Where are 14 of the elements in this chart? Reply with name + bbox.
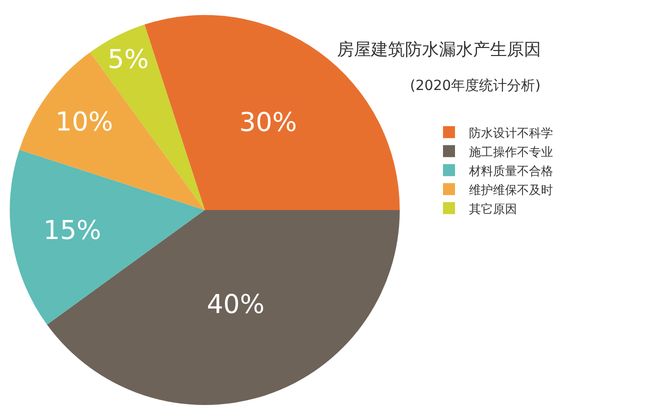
legend-label: 其它原因	[469, 202, 517, 216]
pie-slice	[46, 210, 400, 405]
data-label: 30%	[239, 108, 298, 138]
text: 房屋建筑防水漏水产生原因	[337, 40, 541, 60]
data-label: 15%	[43, 216, 102, 246]
pie-slice	[10, 150, 205, 325]
data-label: 5%	[108, 44, 149, 75]
legend-label: 维护维保不及时	[469, 182, 553, 197]
legend-label: 防水设计不科学	[469, 126, 553, 140]
text: (2020年度统计分析)	[410, 78, 541, 94]
data-label: 40%	[206, 290, 265, 320]
legend-label: 材料质量不合格	[468, 164, 553, 178]
legend-label: 施工操作不专业	[469, 144, 553, 159]
data-label: 10%	[55, 107, 114, 138]
